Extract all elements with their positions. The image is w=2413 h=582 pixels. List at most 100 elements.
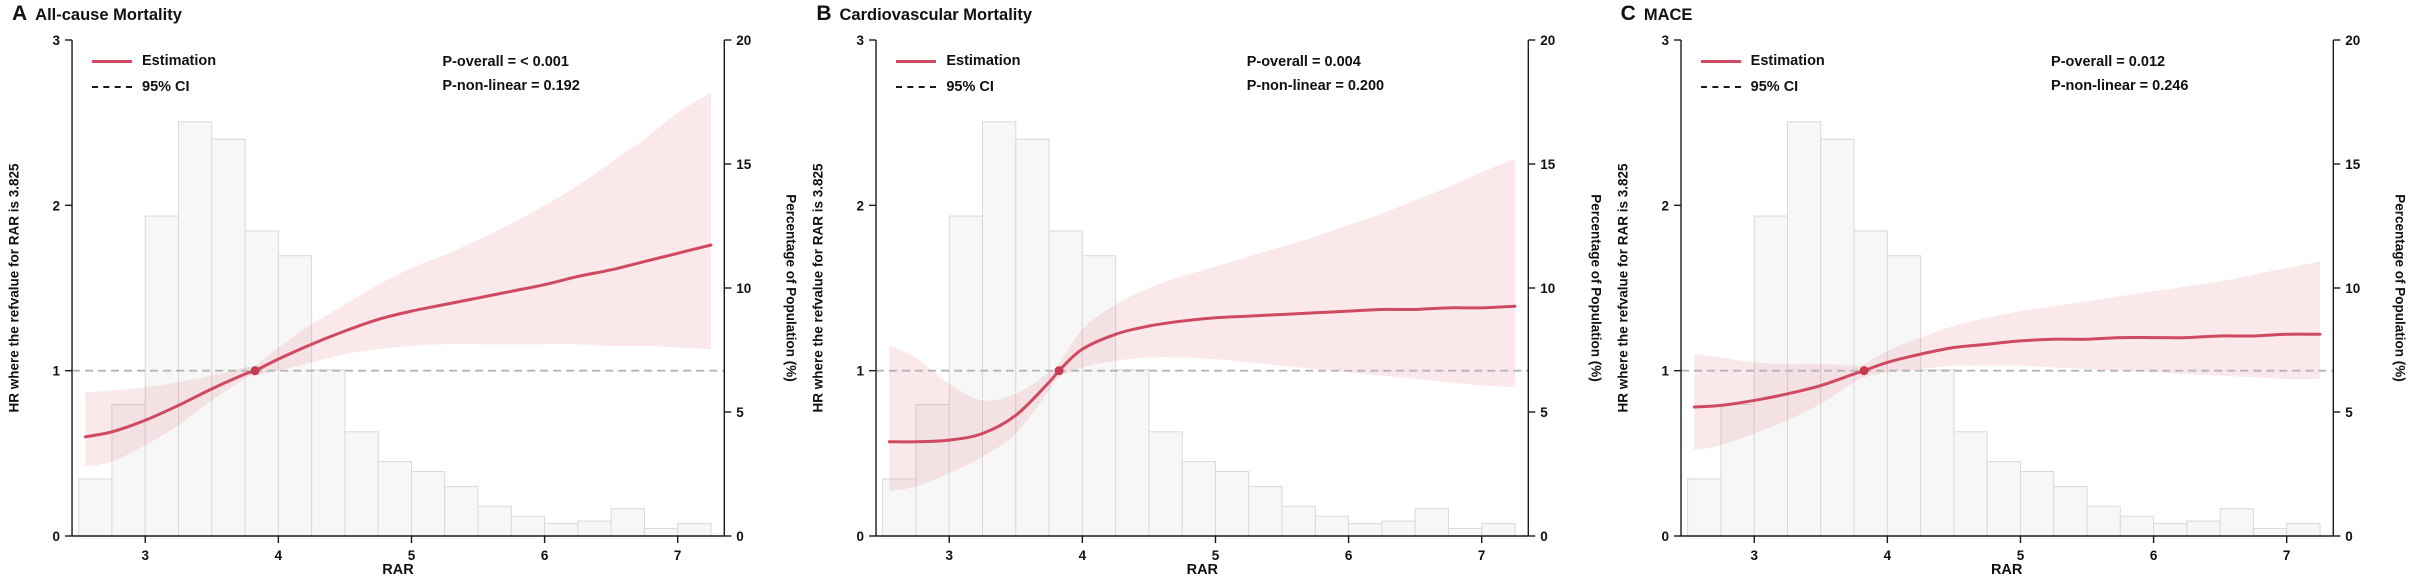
panel-letter: A (12, 2, 28, 25)
tick-label: 0 (53, 529, 61, 544)
tick-label: 1 (1661, 364, 1669, 379)
p-values: P-overall = 0.004 P-non-linear = 0.200 (1247, 50, 1384, 98)
legend-label-ci: 95% CI (142, 79, 190, 95)
tick-label: 5 (408, 548, 416, 563)
chart-area: 0 1 2 3 0 5 10 15 20 3 4 5 6 7 Estimation 95% CI P-ov… (1609, 26, 2413, 580)
histogram-bar (1015, 138, 1050, 537)
histogram-bar (277, 255, 313, 537)
panel-title-text: Cardiovascular Mortality (839, 6, 1033, 24)
panel-letter: B (816, 2, 832, 25)
estimation-curve (83, 243, 713, 439)
histogram-bar (982, 121, 1017, 537)
panel-mace: C MACE 0 1 2 3 0 5 10 15 20 3 4 5 6 7 Estimation 95% … (1609, 0, 2413, 582)
tick-label: 4 (1079, 548, 1087, 563)
tick-label: 6 (1345, 548, 1353, 563)
ci-dashed-line-icon (92, 86, 132, 88)
histogram-bar (882, 478, 917, 537)
tick-label: 7 (1478, 548, 1486, 563)
panel-title: C MACE (1621, 2, 1693, 26)
histogram-bar (344, 431, 379, 537)
histogram-bar (2052, 485, 2088, 537)
legend-item-ci: 95% CI (1700, 74, 1825, 100)
histogram-bar (2285, 523, 2321, 537)
y-axis-right-label: Percentage of Population (%) (1588, 194, 1604, 382)
p-non-linear-text: P-non-linear = 0.192 (442, 78, 580, 94)
histogram-bar (1953, 431, 1988, 537)
histogram-bar (1048, 230, 1084, 537)
reference-dot (1859, 366, 1869, 376)
legend-item-estimation: Estimation (92, 48, 216, 74)
histogram-bar (1281, 505, 1317, 537)
panel-title: A All-cause Mortality (12, 2, 182, 26)
legend-item-ci: 95% CI (92, 74, 216, 100)
legend: Estimation 95% CI (92, 48, 216, 100)
histogram-bar (178, 121, 213, 537)
ci-dashed-line-icon (1700, 86, 1741, 88)
panel-cardiovascular-mortality: B Cardiovascular Mortality 0 1 2 3 0 5 10 15 20 3… (804, 0, 1608, 582)
tick-label: 10 (1541, 281, 1556, 296)
tick-label: 0 (2345, 529, 2353, 544)
histogram-bar (144, 215, 180, 537)
histogram-bar (1886, 255, 1921, 537)
ci-dashed-line-icon (896, 86, 937, 88)
tick-label: 15 (736, 157, 752, 172)
histogram-bar (244, 230, 279, 537)
tick-label: 0 (857, 529, 865, 544)
tick-label: 3 (1661, 33, 1669, 48)
legend-item-estimation: Estimation (1700, 48, 1825, 74)
histogram-bar (2086, 505, 2121, 537)
estimation-line-icon (92, 59, 132, 63)
histogram-bar (577, 520, 612, 537)
tick-label: 2 (857, 198, 865, 213)
tick-label: 7 (674, 548, 682, 563)
estimation-line-icon (896, 59, 937, 63)
histogram-bar (1414, 508, 1450, 537)
ci-band (1694, 261, 2320, 451)
tick-label: 6 (2149, 548, 2157, 563)
panel-title: B Cardiovascular Mortality (816, 2, 1032, 26)
histogram-bar (1248, 485, 1283, 537)
histogram-bar (410, 471, 446, 537)
tick-label: 0 (736, 529, 744, 544)
chart-area: 0 1 2 3 0 5 10 15 20 3 4 5 6 7 Estimation 95% CI P-ov… (0, 26, 804, 580)
histogram-bar (1481, 523, 1516, 537)
tick-label: 5 (1212, 548, 1220, 563)
reference-dot (250, 366, 260, 376)
p-values: P-overall = 0.012 P-non-linear = 0.246 (2051, 50, 2188, 98)
legend-label-ci: 95% CI (946, 79, 994, 95)
tick-label: 3 (141, 548, 149, 563)
x-axis-label: RAR (1990, 562, 2023, 578)
tick-label: 10 (736, 281, 751, 296)
histogram-bar (1786, 121, 1821, 537)
estimation-line-icon (1700, 59, 1741, 63)
legend-item-estimation: Estimation (896, 48, 1020, 74)
p-overall-text: P-overall = 0.004 (1246, 54, 1361, 70)
panel-letter: C (1620, 2, 1636, 25)
tick-label: 10 (2345, 281, 2360, 296)
histogram-bar (1082, 255, 1117, 537)
p-values: P-overall = < 0.001 P-non-linear = 0.192 (442, 50, 579, 98)
y-axis-left-label: HR where the refvalue for RAR is 3.825 (1615, 163, 1631, 413)
histogram-bar (1919, 369, 1955, 537)
panel-all-cause-mortality: A All-cause Mortality 0 1 2 3 0 5 10 15 20 3 4 5 6 7 … (0, 0, 804, 582)
histogram-bar (2019, 471, 2054, 537)
y-axis-right-label: Percentage of Population (%) (2392, 194, 2408, 382)
histogram-bar (377, 461, 412, 537)
legend: Estimation 95% CI (896, 48, 1020, 100)
tick-label: 7 (2283, 548, 2291, 563)
histogram-bar (211, 138, 246, 537)
x-axis-label: RAR (1186, 562, 1219, 578)
histogram-bar (1215, 471, 1250, 537)
estimation-curve (888, 304, 1517, 444)
histogram-bar (677, 523, 712, 537)
tick-label: 3 (946, 548, 954, 563)
histogram-bar (610, 508, 645, 537)
spline-histogram-chart: 0 1 2 3 0 5 10 15 20 3 4 5 6 7 (1661, 33, 2361, 563)
tick-label: 15 (2345, 157, 2361, 172)
histogram-bar (2152, 523, 2188, 537)
tick-label: 5 (2345, 405, 2353, 420)
p-non-linear-text: P-non-linear = 0.246 (2051, 78, 2189, 94)
tick-label: 4 (1883, 548, 1891, 563)
tick-label: 5 (736, 405, 744, 420)
reference-dot (1054, 366, 1064, 376)
